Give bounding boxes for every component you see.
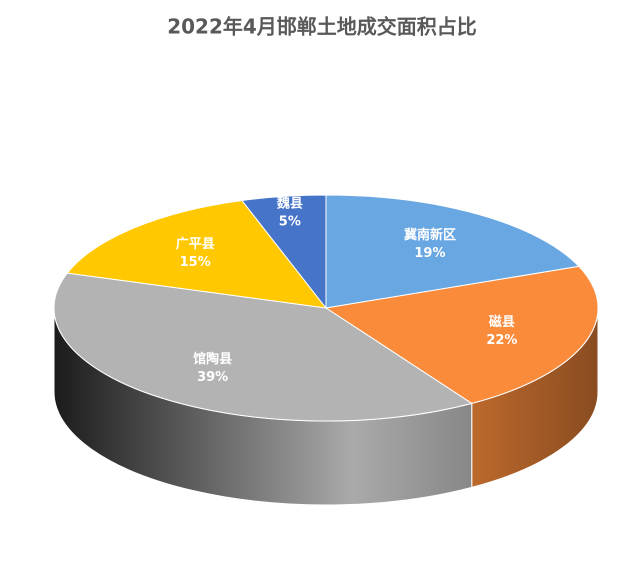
pie-slice [325, 194, 580, 309]
pie-slice [241, 194, 327, 310]
slice-label: 馆陶县 [193, 351, 232, 367]
slice-value: 22% [486, 333, 517, 348]
slice-value: 19% [414, 246, 445, 261]
slice-value: 39% [197, 370, 228, 385]
pie-slice [66, 199, 328, 309]
slice-value: 5% [279, 215, 301, 230]
slice-value: 15% [180, 255, 211, 270]
chart-title: 2022年4月邯郸土地成交面积占比 [167, 15, 477, 39]
slice-label: 磁县 [489, 314, 515, 330]
slice-label: 魏县 [276, 196, 303, 212]
slice-label: 冀南新区 [404, 227, 456, 243]
pie-slice [53, 272, 473, 422]
slice-label: 广平县 [176, 236, 215, 252]
pie-slice [324, 265, 599, 404]
